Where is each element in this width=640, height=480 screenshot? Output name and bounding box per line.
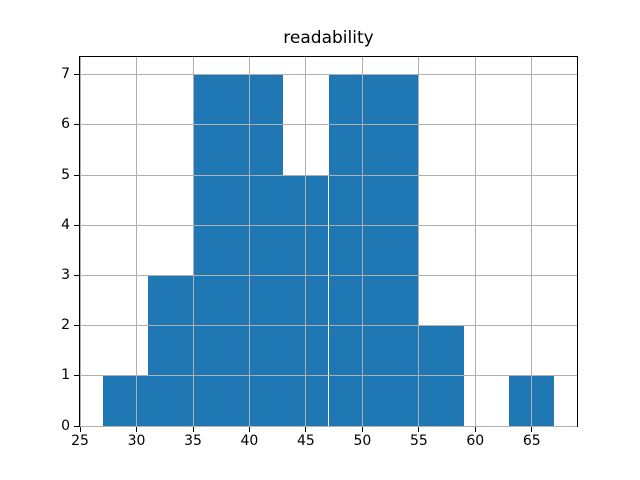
y-axis-tick: [74, 325, 79, 327]
y-gridline: [80, 325, 577, 327]
y-gridline: [80, 124, 577, 126]
x-axis-tick: [79, 427, 81, 432]
x-axis-tick-label: 25: [71, 433, 89, 449]
y-gridline: [80, 174, 577, 176]
y-axis-tick-label: 0: [61, 417, 70, 434]
histogram-bar: [147, 275, 193, 426]
histogram-bar: [328, 74, 374, 426]
y-axis-tick-label: 6: [61, 116, 70, 133]
x-axis-tick-label: 40: [240, 433, 259, 449]
y-axis-tick: [74, 74, 79, 76]
x-axis-tick: [531, 427, 533, 432]
x-axis-tick: [136, 427, 137, 432]
y-axis-tick: [74, 224, 79, 226]
x-gridline: [418, 57, 420, 426]
histogram-bar: [373, 74, 419, 426]
y-axis-tick-label: 1: [61, 367, 70, 384]
y-axis-tick-label: 4: [61, 216, 70, 233]
x-axis-tick: [248, 427, 250, 432]
y-gridline: [80, 224, 577, 226]
x-gridline: [305, 57, 307, 426]
x-axis-tick-label: 65: [522, 433, 541, 449]
x-axis-tick: [305, 427, 307, 432]
x-axis-tick-label: 35: [184, 433, 202, 449]
x-axis-tick: [418, 427, 420, 432]
x-axis-tick: [192, 427, 194, 432]
x-gridline: [79, 57, 81, 426]
y-gridline: [80, 274, 577, 276]
y-axis-tick: [74, 174, 79, 176]
x-axis-tick-label: 45: [296, 433, 315, 449]
y-gridline: [80, 74, 577, 76]
x-axis-tick-label: 55: [409, 433, 428, 449]
x-gridline: [248, 57, 250, 426]
y-gridline: [80, 375, 577, 377]
histogram-bar: [102, 375, 148, 426]
x-gridline: [361, 57, 363, 426]
y-axis-tick-label: 3: [61, 266, 70, 283]
y-axis-tick: [74, 274, 79, 276]
y-gridline: [80, 425, 577, 427]
y-axis-tick-label: 7: [61, 66, 70, 83]
y-axis-tick: [74, 375, 79, 377]
x-axis-tick-label: 60: [466, 433, 485, 449]
y-axis-tick: [74, 425, 79, 427]
x-axis-tick-label: 30: [127, 433, 146, 449]
y-axis-tick: [74, 124, 79, 126]
x-gridline: [136, 57, 137, 426]
x-axis-tick: [474, 427, 476, 432]
histogram-bar: [238, 74, 284, 426]
chart-title: readability: [283, 28, 374, 48]
x-axis-tick-label: 50: [353, 433, 372, 449]
y-axis-tick-label: 5: [61, 166, 70, 183]
x-gridline: [192, 57, 194, 426]
x-gridline: [531, 57, 533, 426]
x-gridline: [474, 57, 476, 426]
plot-area: [79, 56, 578, 427]
x-axis-tick: [361, 427, 363, 432]
histogram-bar: [193, 74, 239, 426]
y-axis-tick-label: 2: [61, 317, 70, 334]
